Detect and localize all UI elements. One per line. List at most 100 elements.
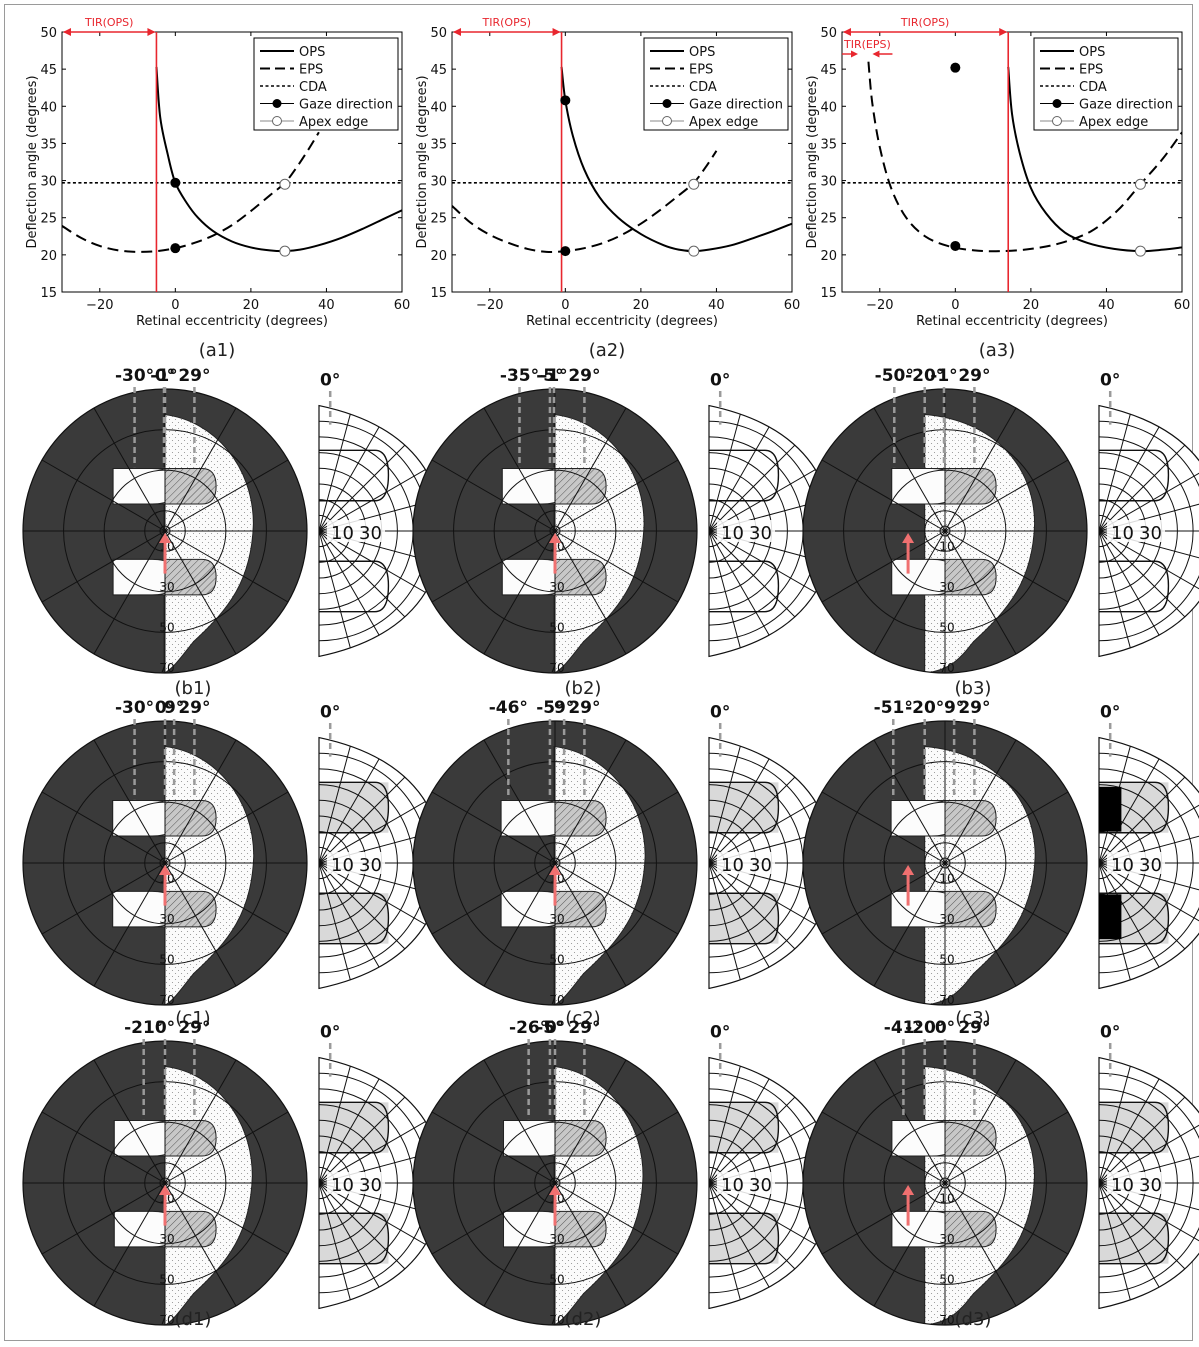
field-spoke <box>164 1182 289 1255</box>
field-spoke <box>873 862 946 987</box>
ring-label: 70 <box>939 993 954 1007</box>
projection-spoke <box>709 1182 835 1257</box>
projection-nose-outline <box>1099 1101 1170 1154</box>
field-spoke <box>483 1059 556 1184</box>
angle-label: -20° <box>905 1018 944 1038</box>
projection-label-bg <box>717 852 775 874</box>
field-disc <box>413 1041 697 1325</box>
field-disc <box>803 721 1087 1005</box>
caption-c3: (c3) <box>955 1008 991 1029</box>
angle-label: -30° <box>115 698 154 718</box>
series-eps <box>867 61 1182 253</box>
ring-label: 50 <box>159 1272 174 1286</box>
field-spoke <box>944 862 1069 935</box>
legend-label: Apex edge <box>299 115 368 130</box>
field-spoke <box>821 791 946 864</box>
projection-map: 0° 10 30 <box>708 1023 836 1310</box>
projection-spoke <box>1099 789 1199 864</box>
projection-shaded-lower <box>319 1213 389 1264</box>
x-tick-label: −20 <box>866 298 893 313</box>
projection-spoke <box>319 1109 445 1184</box>
angle-label: -5° <box>536 1018 563 1038</box>
gaze-direction-marker <box>560 246 571 257</box>
field-spoke <box>554 791 679 864</box>
y-tick-label: 15 <box>430 286 447 301</box>
field-spoke <box>93 1059 166 1184</box>
x-tick-label: 20 <box>633 298 650 313</box>
ring-label: 30 <box>549 912 564 926</box>
projection-nose-outline <box>319 1212 390 1265</box>
legend-label: Gaze direction <box>299 98 393 113</box>
legend-label: Gaze direction <box>689 98 783 113</box>
field-spoke <box>944 407 1017 532</box>
ring-label: 70 <box>939 661 954 675</box>
ring-label: 70 <box>939 1313 954 1327</box>
projection-label-30: 30 <box>749 523 772 544</box>
projection-shaded-lower <box>1099 1213 1169 1264</box>
field-disc <box>23 721 307 1005</box>
field-spoke <box>944 791 1069 864</box>
caption-a1: (a1) <box>198 340 236 361</box>
tir-ops-arrowhead-left <box>453 28 461 36</box>
projection-label-30: 30 <box>1139 855 1162 876</box>
y-axis-label: Deflection angle (degrees) <box>415 75 430 248</box>
legend-label: Apex edge <box>689 115 758 130</box>
projection-label-10: 10 <box>721 855 744 876</box>
angle-label: 29° <box>958 366 990 386</box>
angle-label: 0° <box>155 1018 175 1038</box>
field-spoke <box>164 1182 237 1307</box>
y-tick-label: 45 <box>820 63 837 78</box>
ring-label: 70 <box>159 661 174 675</box>
ring-label: 70 <box>549 1313 564 1327</box>
gaze-arrowhead <box>902 533 915 543</box>
apex-edge-marker <box>1134 178 1146 190</box>
projection-nose-outline <box>1099 1212 1170 1265</box>
projection-nose-outline <box>709 1212 780 1265</box>
field-spoke <box>944 459 1069 532</box>
field-spoke <box>821 1111 946 1184</box>
plot-a1: −20 0 20 40 60 15 20 25 30 35 40 45 50 Retinal eccent… <box>25 16 410 329</box>
projection-nose-outline <box>1099 449 1170 502</box>
y-tick-label: 15 <box>40 286 57 301</box>
projection-label-bg <box>1107 520 1165 542</box>
projection-nose-outline <box>1099 781 1170 834</box>
y-tick-label: 45 <box>430 63 447 78</box>
angle-label: 9° <box>944 698 964 718</box>
angle-label: -35° <box>500 366 539 386</box>
angle-label: -46° <box>489 698 528 718</box>
angle-label: -1° <box>930 366 957 386</box>
ring-label: 30 <box>939 580 954 594</box>
gaze-direction-marker <box>170 177 181 188</box>
projection-top-label: 0° <box>1100 1023 1120 1043</box>
plot-area <box>842 61 1182 253</box>
x-axis-label: Retinal eccentricity (degrees) <box>526 314 718 329</box>
y-tick-label: 35 <box>430 137 447 152</box>
y-tick-label: 25 <box>820 212 837 227</box>
caption-b2: (b2) <box>564 678 602 699</box>
gaze-direction-marker <box>560 95 571 106</box>
x-tick-label: 0 <box>171 298 179 313</box>
field-spoke <box>554 862 679 935</box>
projection-nose-outline <box>319 1101 390 1154</box>
y-tick-label: 50 <box>40 26 57 41</box>
field-spoke <box>431 1111 556 1184</box>
field-spoke <box>41 530 166 603</box>
nose-block-right-hatched <box>554 1210 607 1248</box>
field-spoke <box>93 739 166 864</box>
plot-a2: −20 0 20 40 60 15 20 25 30 35 40 45 50 Retinal eccent… <box>415 16 800 329</box>
projection-top-label: 0° <box>1100 371 1120 391</box>
projection-label-30: 30 <box>749 855 772 876</box>
projection-nose-outline <box>1099 892 1170 945</box>
series-ops <box>1007 66 1182 253</box>
projection-spoke <box>319 530 445 605</box>
angle-label: 0° <box>155 698 175 718</box>
ring-label: 30 <box>549 580 564 594</box>
gaze-arrowhead <box>159 1185 171 1195</box>
x-tick-label: 0 <box>951 298 959 313</box>
angle-label: 29° <box>178 698 210 718</box>
field-spoke <box>821 530 946 603</box>
field-spoke <box>164 407 237 532</box>
series-ops <box>560 66 792 253</box>
